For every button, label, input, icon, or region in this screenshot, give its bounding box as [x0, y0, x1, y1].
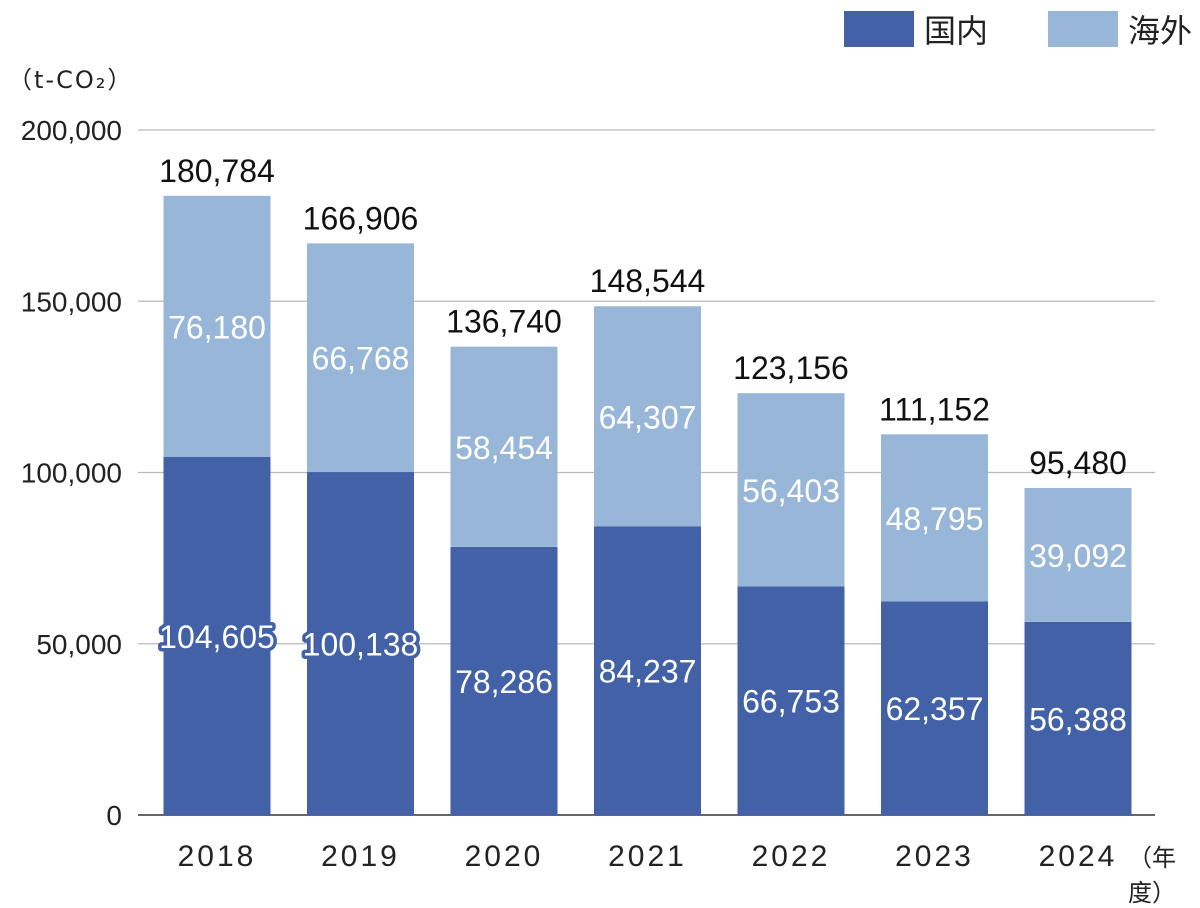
- total-label: 148,544: [590, 263, 706, 299]
- x-tick-label: 2018: [178, 840, 257, 873]
- data-label-domestic: 62,357: [886, 691, 984, 727]
- total-label: 180,784: [159, 153, 275, 189]
- y-tick-label: 0: [106, 800, 122, 831]
- data-label-domestic: 84,237: [599, 654, 697, 690]
- stacked-bar-chart: 0 50,000 100,000 150,000 200,000 104,605 76,18…: [21, 115, 1155, 873]
- bar-overseas: [1024, 487, 1132, 622]
- data-label-overseas: 76,180: [168, 309, 266, 345]
- bar-domestic: [737, 586, 845, 815]
- data-label-overseas: 58,454: [455, 430, 553, 466]
- bar-overseas: [163, 195, 271, 457]
- legend-swatch-domestic: [843, 11, 914, 47]
- y-tick-label: 100,000: [21, 458, 122, 489]
- total-label: 111,152: [879, 391, 990, 427]
- y-axis-unit-label: （t-CO₂）: [8, 66, 134, 94]
- bar-overseas: [307, 243, 414, 473]
- total-label: 123,156: [733, 350, 849, 386]
- total-label: 95,480: [1029, 445, 1127, 481]
- bar-overseas: [881, 434, 988, 602]
- data-label-domestic: 78,286: [455, 664, 553, 700]
- bar-overseas: [594, 306, 701, 527]
- x-tick-label: 2020: [465, 840, 544, 873]
- total-label: 136,740: [446, 304, 562, 340]
- bar-domestic: [450, 546, 558, 815]
- y-tick-label: 200,000: [21, 115, 122, 146]
- legend-label-overseas: 海外: [1127, 12, 1192, 50]
- x-tick-label: 2022: [752, 840, 831, 873]
- x-tick-label: 2024: [1039, 840, 1118, 873]
- y-tick-label: 150,000: [21, 286, 122, 317]
- total-label: 166,906: [303, 200, 419, 236]
- bar-domestic: [881, 601, 988, 815]
- y-tick-label: 50,000: [36, 629, 122, 660]
- bar-domestic: [1024, 621, 1132, 815]
- bar-domestic: [307, 472, 414, 815]
- legend-item-domestic: 国内: [843, 6, 988, 52]
- legend-label-domestic: 国内: [923, 12, 988, 50]
- bar-domestic: [594, 526, 701, 815]
- data-label-overseas: 64,307: [599, 399, 697, 435]
- bar-overseas: [737, 393, 845, 587]
- data-label-domestic: 100,138: [303, 627, 419, 663]
- chart-legend: 国内 海外: [784, 6, 1192, 52]
- bar-domestic: [163, 456, 271, 815]
- data-label-domestic: 56,388: [1029, 701, 1127, 737]
- x-tick-label: 2019: [321, 840, 400, 873]
- bar-overseas: [450, 346, 558, 547]
- legend-swatch-overseas: [1047, 11, 1118, 47]
- legend-item-overseas: 海外: [1047, 6, 1192, 52]
- data-label-domestic: 66,753: [742, 684, 840, 720]
- data-label-domestic: 104,605: [159, 619, 275, 655]
- data-label-overseas: 48,795: [886, 501, 984, 537]
- data-label-overseas: 39,092: [1029, 538, 1127, 574]
- x-tick-label: 2021: [608, 840, 687, 873]
- data-label-overseas: 56,403: [742, 473, 840, 509]
- data-label-overseas: 66,768: [312, 341, 410, 377]
- x-tick-label: 2023: [895, 840, 974, 873]
